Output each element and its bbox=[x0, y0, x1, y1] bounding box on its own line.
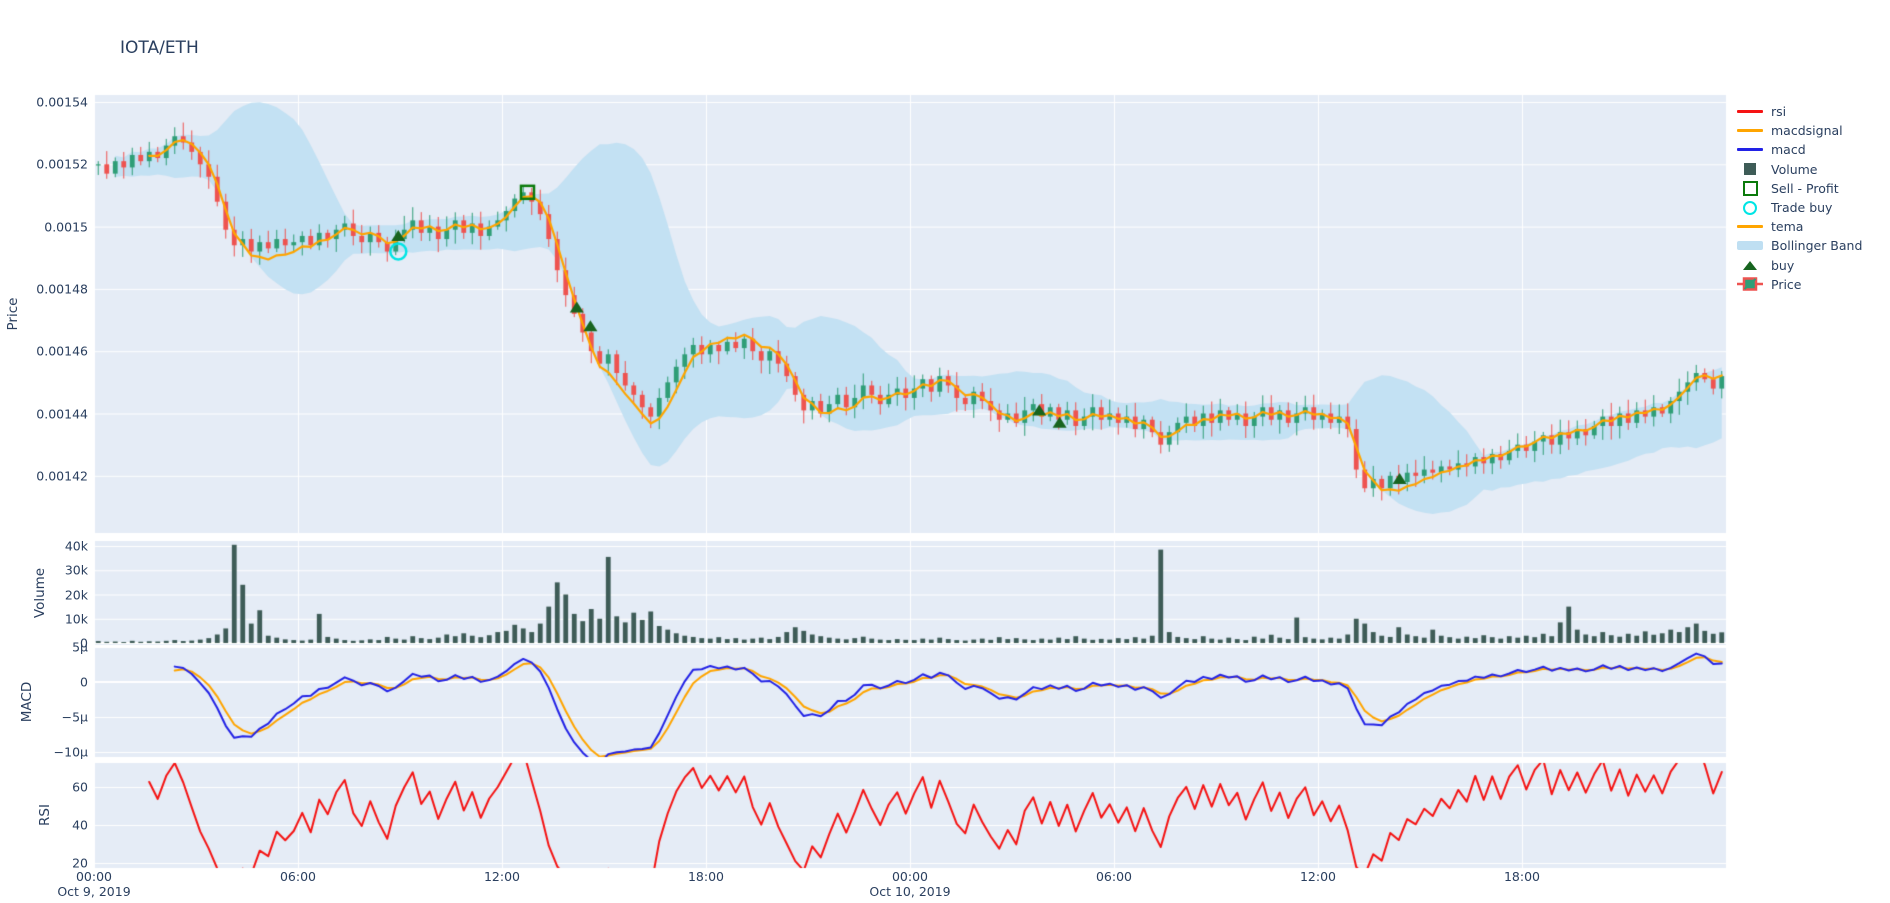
legend-candle-icon bbox=[1734, 276, 1766, 292]
x-tick-label: 12:00 bbox=[1299, 869, 1337, 884]
legend-item-macd[interactable]: macd bbox=[1734, 140, 1862, 159]
legend-item-price[interactable]: Price bbox=[1734, 275, 1862, 294]
x-tick-label: 06:00 bbox=[279, 869, 317, 884]
price-axis-title: Price bbox=[5, 297, 21, 331]
rsi-tick-label: 40 bbox=[72, 817, 88, 833]
macd-axis-title: MACD bbox=[19, 681, 35, 723]
legend-open-square-icon bbox=[1734, 180, 1766, 196]
x-tick-label: 12:00 bbox=[483, 869, 521, 884]
price-tick-label: 0.00142 bbox=[36, 468, 88, 484]
x-tick-label: 00:00 bbox=[75, 869, 113, 884]
price-tick-label: 0.00154 bbox=[36, 94, 88, 110]
legend-line-icon bbox=[1734, 110, 1766, 114]
legend-line-icon bbox=[1734, 129, 1766, 133]
legend-item-rsi[interactable]: rsi bbox=[1734, 102, 1862, 121]
legend-item-tema[interactable]: tema bbox=[1734, 217, 1862, 236]
volume-tick-label: 40k bbox=[64, 538, 88, 554]
macd-tick-label: 5µ bbox=[72, 639, 88, 655]
legend-triangle-icon bbox=[1734, 260, 1766, 270]
price-tick-label: 0.00148 bbox=[36, 281, 88, 297]
x-date-label: Oct 10, 2019 bbox=[869, 884, 951, 899]
legend-band-icon bbox=[1734, 241, 1766, 251]
legend-label: buy bbox=[1771, 257, 1795, 273]
legend-item-trade-buy[interactable]: Trade buy bbox=[1734, 198, 1862, 217]
legend-label: Trade buy bbox=[1771, 200, 1833, 216]
legend-label: Volume bbox=[1771, 161, 1818, 177]
rsi-axis-title: RSI bbox=[37, 804, 53, 826]
legend-item-volume[interactable]: Volume bbox=[1734, 160, 1862, 179]
legend-label: Price bbox=[1771, 276, 1802, 292]
volume-tick-label: 30k bbox=[64, 562, 88, 578]
legend: rsi macdsignal macd Volume Sell - Profit Trad… bbox=[1734, 102, 1862, 294]
legend-label: Bollinger Band bbox=[1771, 238, 1863, 254]
price-tick-label: 0.00146 bbox=[36, 343, 88, 359]
macd-tick-label: −5µ bbox=[61, 709, 88, 725]
legend-label: macdsignal bbox=[1771, 123, 1843, 139]
macd-tick-label: 0 bbox=[80, 674, 88, 690]
rsi-tick-label: 20 bbox=[72, 855, 88, 871]
legend-label: macd bbox=[1771, 142, 1806, 158]
legend-label: rsi bbox=[1771, 104, 1787, 120]
price-tick-label: 0.00144 bbox=[36, 406, 88, 421]
volume-axis-title: Volume bbox=[32, 567, 48, 619]
price-tick-label: 0.00152 bbox=[36, 156, 88, 172]
x-tick-label: 18:00 bbox=[1503, 869, 1541, 884]
rsi-tick-label: 60 bbox=[72, 779, 88, 795]
page-title: IOTA/ETH bbox=[120, 38, 199, 58]
price-tick-label: 0.0015 bbox=[44, 219, 88, 235]
x-tick-label: 06:00 bbox=[1095, 869, 1133, 884]
legend-label: Sell - Profit bbox=[1771, 180, 1839, 196]
x-tick-label: 18:00 bbox=[687, 869, 725, 884]
legend-item-macdsignal[interactable]: macdsignal bbox=[1734, 121, 1862, 140]
volume-tick-label: 0 bbox=[80, 635, 88, 651]
legend-line-icon bbox=[1734, 148, 1766, 152]
legend-label: tema bbox=[1771, 219, 1804, 235]
volume-tick-label: 20k bbox=[64, 587, 88, 602]
volume-tick-label: 10k bbox=[64, 611, 88, 627]
legend-open-circle-icon bbox=[1734, 200, 1766, 215]
macd-tick-label: −10µ bbox=[53, 744, 88, 760]
x-date-label: Oct 9, 2019 bbox=[57, 884, 131, 899]
legend-item-buy[interactable]: buy bbox=[1734, 256, 1862, 275]
legend-square-icon bbox=[1734, 163, 1766, 176]
legend-line-icon bbox=[1734, 225, 1766, 229]
legend-item-sell-profit[interactable]: Sell - Profit bbox=[1734, 179, 1862, 198]
x-tick-label: 00:00 bbox=[891, 869, 929, 884]
legend-item-bollinger-band[interactable]: Bollinger Band bbox=[1734, 236, 1862, 255]
